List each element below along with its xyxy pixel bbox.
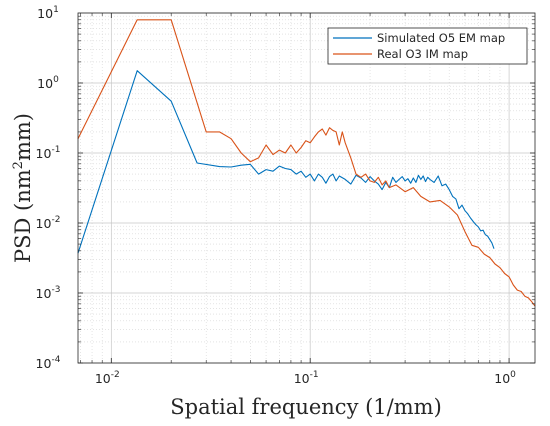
x-tick-labels: 10-2 10-1 100 <box>95 370 516 386</box>
plot-area-frame <box>77 12 536 364</box>
y-tick-label: 10-3 <box>36 285 61 301</box>
plot-area-background <box>78 13 535 363</box>
legend-label-simulated: Simulated O5 EM map <box>377 31 505 45</box>
legend: Simulated O5 EM map Real O3 IM map <box>327 27 528 65</box>
series-line-0 <box>77 70 495 254</box>
x-tick-label: 10-2 <box>95 370 120 386</box>
y-tick-label: 10-2 <box>36 215 61 231</box>
x-tick-label: 10-1 <box>294 370 319 386</box>
series-layer <box>77 19 536 307</box>
y-axis-label: PSD (nm2mm) <box>11 113 35 263</box>
x-axis-label: Spatial frequency (1/mm) <box>170 395 442 419</box>
legend-box <box>327 27 528 65</box>
legend-label-real: Real O3 IM map <box>377 47 468 61</box>
series-line-1 <box>77 19 536 307</box>
y-tick-label: 100 <box>37 75 59 91</box>
y-axis-label-superscript: 2 <box>11 161 26 169</box>
y-tick-label: 101 <box>37 5 59 21</box>
y-axis-label-tail: mm) <box>11 113 35 161</box>
x-tick-label: 100 <box>494 370 516 386</box>
grid <box>78 12 535 364</box>
y-tick-label: 10-4 <box>36 355 61 371</box>
y-tick-labels: 101 100 10-1 10-2 10-3 10-4 <box>36 5 61 371</box>
y-axis-label-main: PSD (nm <box>11 169 35 263</box>
y-tick-label: 10-1 <box>36 145 61 161</box>
tick-marks <box>78 13 535 364</box>
